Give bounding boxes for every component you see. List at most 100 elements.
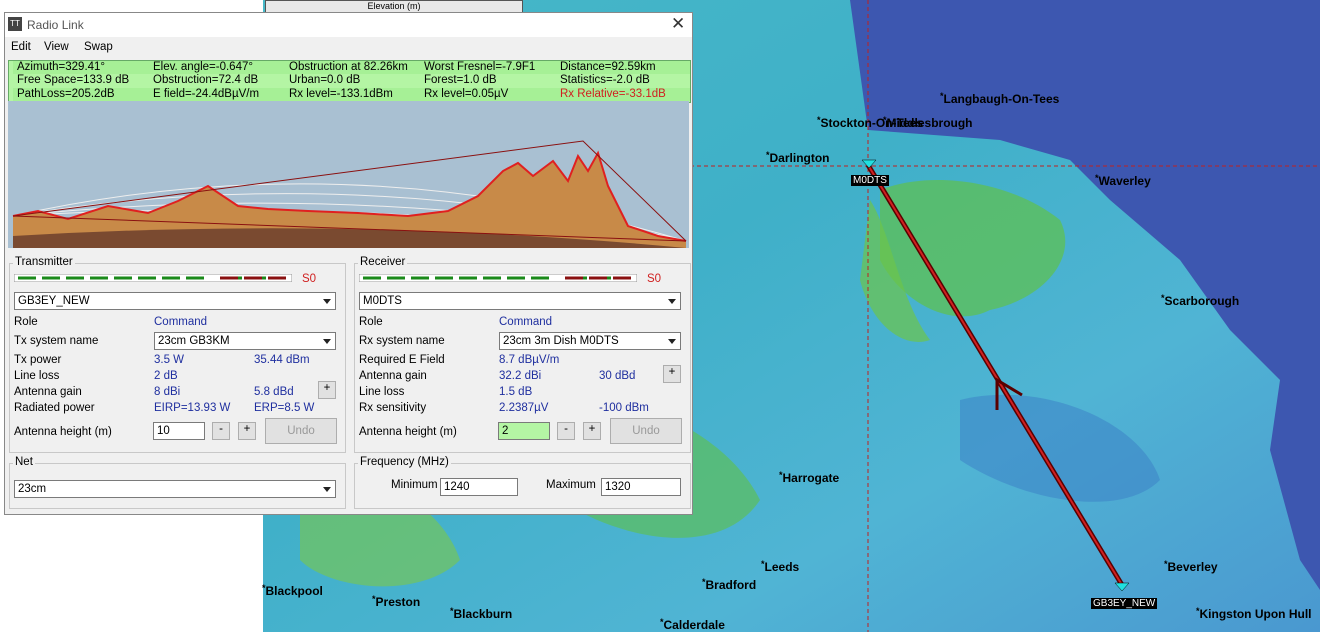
group-title: Receiver [358, 256, 408, 268]
system-dropdown[interactable]: 23cm GB3KM [154, 332, 336, 350]
station-marker [861, 159, 877, 169]
group-title: Transmitter [13, 256, 75, 268]
link-arrow [995, 377, 1023, 410]
town-label: Middlesbrough [883, 116, 973, 130]
town-label: Beverley [1164, 560, 1218, 574]
town-label: Langbaugh-On-Tees [940, 92, 1060, 106]
undo-button[interactable]: Undo [610, 418, 682, 444]
title-bar: TT Radio Link ✕ [5, 13, 692, 37]
minus-button[interactable]: - [557, 422, 575, 440]
field-label: Maximum [546, 479, 596, 491]
town-label: Blackburn [450, 607, 513, 621]
field-value: Command [154, 316, 208, 328]
station-dropdown[interactable]: M0DTS [359, 292, 681, 310]
transmitter-group [9, 263, 346, 453]
field-value: Command [499, 316, 553, 328]
field-label: Role [14, 316, 38, 328]
field-label: Required E Field [359, 354, 445, 366]
signal-level: S0 [647, 273, 662, 285]
town-label: Scarborough [1161, 294, 1240, 308]
stat-cell: Elev. angle=-0.647° [149, 61, 285, 74]
close-button[interactable]: ✕ [671, 14, 686, 33]
signal-meter [359, 274, 637, 282]
terrain-line [12, 150, 687, 242]
station-dropdown[interactable]: GB3EY_NEW [14, 292, 336, 310]
terrain [13, 153, 686, 248]
town-label: Preston [372, 595, 421, 609]
station-marker [1114, 582, 1130, 592]
menu-item[interactable]: Swap [84, 41, 113, 53]
plus-button[interactable]: + [238, 422, 256, 440]
field-value: 3.5 W [154, 354, 185, 366]
net-group [9, 463, 346, 509]
field-label: Rx sensitivity [359, 402, 427, 414]
field-value: 2.2387µV [499, 402, 549, 414]
station-label[interactable]: M0DTS [851, 175, 889, 186]
net-dropdown[interactable]: 23cm [14, 480, 336, 498]
town-label: Leeds [761, 560, 800, 574]
field-label: Antenna gain [359, 370, 427, 382]
town-label: Calderdale [660, 618, 725, 632]
field-label: Radiated power [14, 402, 95, 414]
system-dropdown[interactable]: 23cm 3m Dish M0DTS [499, 332, 681, 350]
stat-cell: Obstruction=72.4 dB [153, 74, 259, 87]
field-value: ERP=8.5 W [254, 402, 315, 414]
field-label: Line loss [14, 370, 60, 382]
station-label[interactable]: GB3EY_NEW [1091, 598, 1158, 609]
stat-cell: Free Space=133.9 dB [17, 74, 130, 87]
menu-item[interactable]: View [44, 41, 69, 53]
ground [13, 228, 686, 248]
field-label: Antenna height (m) [359, 426, 457, 438]
field-label: Antenna height (m) [14, 426, 112, 438]
stat-cell: Rx Relative=-33.1dB [556, 87, 690, 101]
undo-button[interactable]: Undo [265, 418, 337, 444]
field-label: Rx system name [359, 335, 445, 347]
stat-cell: Worst Fresnel=-7.9F1 [420, 61, 556, 74]
town-label: Darlington [766, 151, 830, 165]
hills [860, 200, 930, 342]
plus-button[interactable]: + [583, 422, 601, 440]
gain-button[interactable]: + [663, 365, 681, 383]
app-icon: TT [8, 17, 22, 31]
stat-cell: Azimuth=329.41° [13, 61, 149, 74]
town-label: Waverley [1095, 174, 1151, 188]
stat-cell: Rx level=-133.1dBm [285, 87, 420, 101]
town-label: Harrogate [779, 471, 840, 485]
field-label: Tx system name [14, 335, 99, 347]
link-line [867, 164, 1123, 586]
minimum-input[interactable]: 1240 [440, 478, 518, 496]
stat-cell: E field=-24.4dBµV/m [149, 87, 285, 101]
elevation-profile [8, 101, 689, 248]
stat-cell: PathLoss=205.2dB [13, 87, 149, 101]
menu-item[interactable]: Edit [11, 41, 31, 53]
town-label: Kingston Upon Hull [1196, 607, 1312, 621]
stat-cell: Forest=1.0 dB [424, 74, 497, 87]
gain-button[interactable]: + [318, 381, 336, 399]
receiver-group [354, 263, 691, 453]
lowland [960, 394, 1160, 502]
maximum-input[interactable]: 1320 [601, 478, 681, 496]
stat-cell: Statistics=-2.0 dB [560, 74, 650, 87]
field-label: Tx power [14, 354, 62, 366]
stat-cell: Obstruction at 82.26km [285, 61, 420, 74]
field-value: 8.7 dBµV/m [499, 354, 560, 366]
field-value: 30 dBd [599, 370, 636, 382]
radio-link-window: TT Radio Link ✕ Edit View Swap Azimuth=3… [4, 12, 693, 515]
group-title: Frequency (MHz) [358, 456, 451, 468]
field-value: 1.5 dB [499, 386, 533, 398]
signal-level: S0 [302, 273, 317, 285]
height-input[interactable]: 2 [498, 422, 550, 440]
field-value: 2 dB [154, 370, 178, 382]
stat-cell: Distance=92.59km [556, 61, 690, 74]
stat-cell: Rx level=0.05µV [420, 87, 556, 101]
field-label: Minimum [391, 479, 438, 491]
field-value: 5.8 dBd [254, 386, 294, 398]
field-label: Antenna gain [14, 386, 82, 398]
hills [880, 180, 1066, 317]
minus-button[interactable]: - [212, 422, 230, 440]
field-value: 32.2 dBi [499, 370, 542, 382]
field-value: 35.44 dBm [254, 354, 310, 366]
field-value: -100 dBm [599, 402, 649, 414]
height-input[interactable]: 10 [153, 422, 205, 440]
